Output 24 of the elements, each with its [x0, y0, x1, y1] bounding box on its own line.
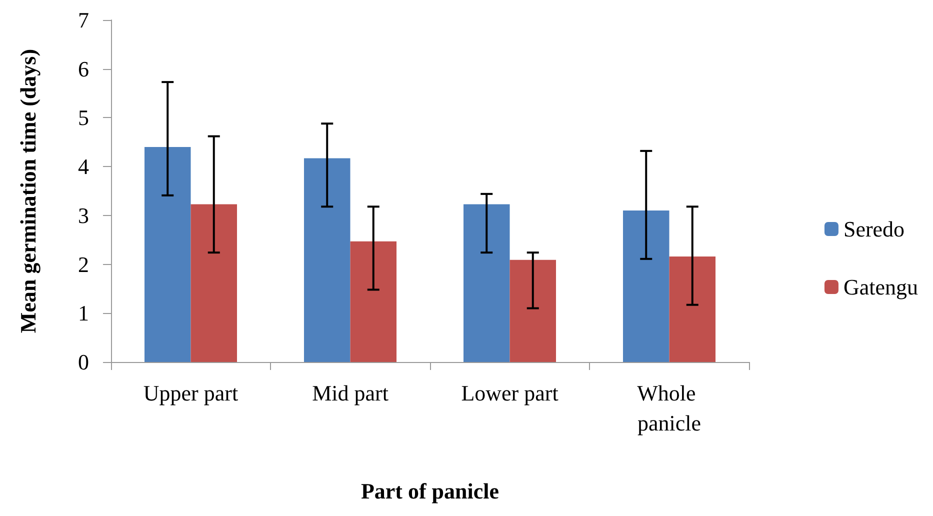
bar	[190, 204, 238, 362]
x-tick-label: Lower part	[461, 380, 558, 406]
y-tick-label: 1	[78, 300, 89, 326]
bar	[304, 158, 350, 362]
bar	[463, 204, 510, 362]
y-tick-label: 2	[78, 252, 89, 277]
bar	[669, 256, 716, 362]
y-tick-label: 5	[78, 105, 89, 130]
x-tick-label: Whole panicle	[637, 380, 702, 436]
bar	[622, 210, 670, 362]
bar	[350, 241, 397, 362]
x-axis-title: Part of panicle	[360, 478, 500, 504]
y-tick-label: 7	[78, 8, 89, 32]
y-tick-label: 4	[78, 154, 89, 180]
legend-label: Gatengu	[843, 274, 918, 300]
y-tick-label: 3	[78, 202, 89, 228]
y-axis-title: Mean germination time (days)	[16, 48, 40, 334]
x-tick-label: Upper part	[143, 380, 238, 406]
bar	[144, 147, 191, 362]
x-tick-label: Mid part	[312, 380, 388, 406]
bar	[510, 260, 556, 362]
y-tick-label: 0	[78, 350, 89, 374]
legend-label: Seredo	[843, 216, 905, 242]
y-tick-label: 6	[78, 56, 89, 82]
